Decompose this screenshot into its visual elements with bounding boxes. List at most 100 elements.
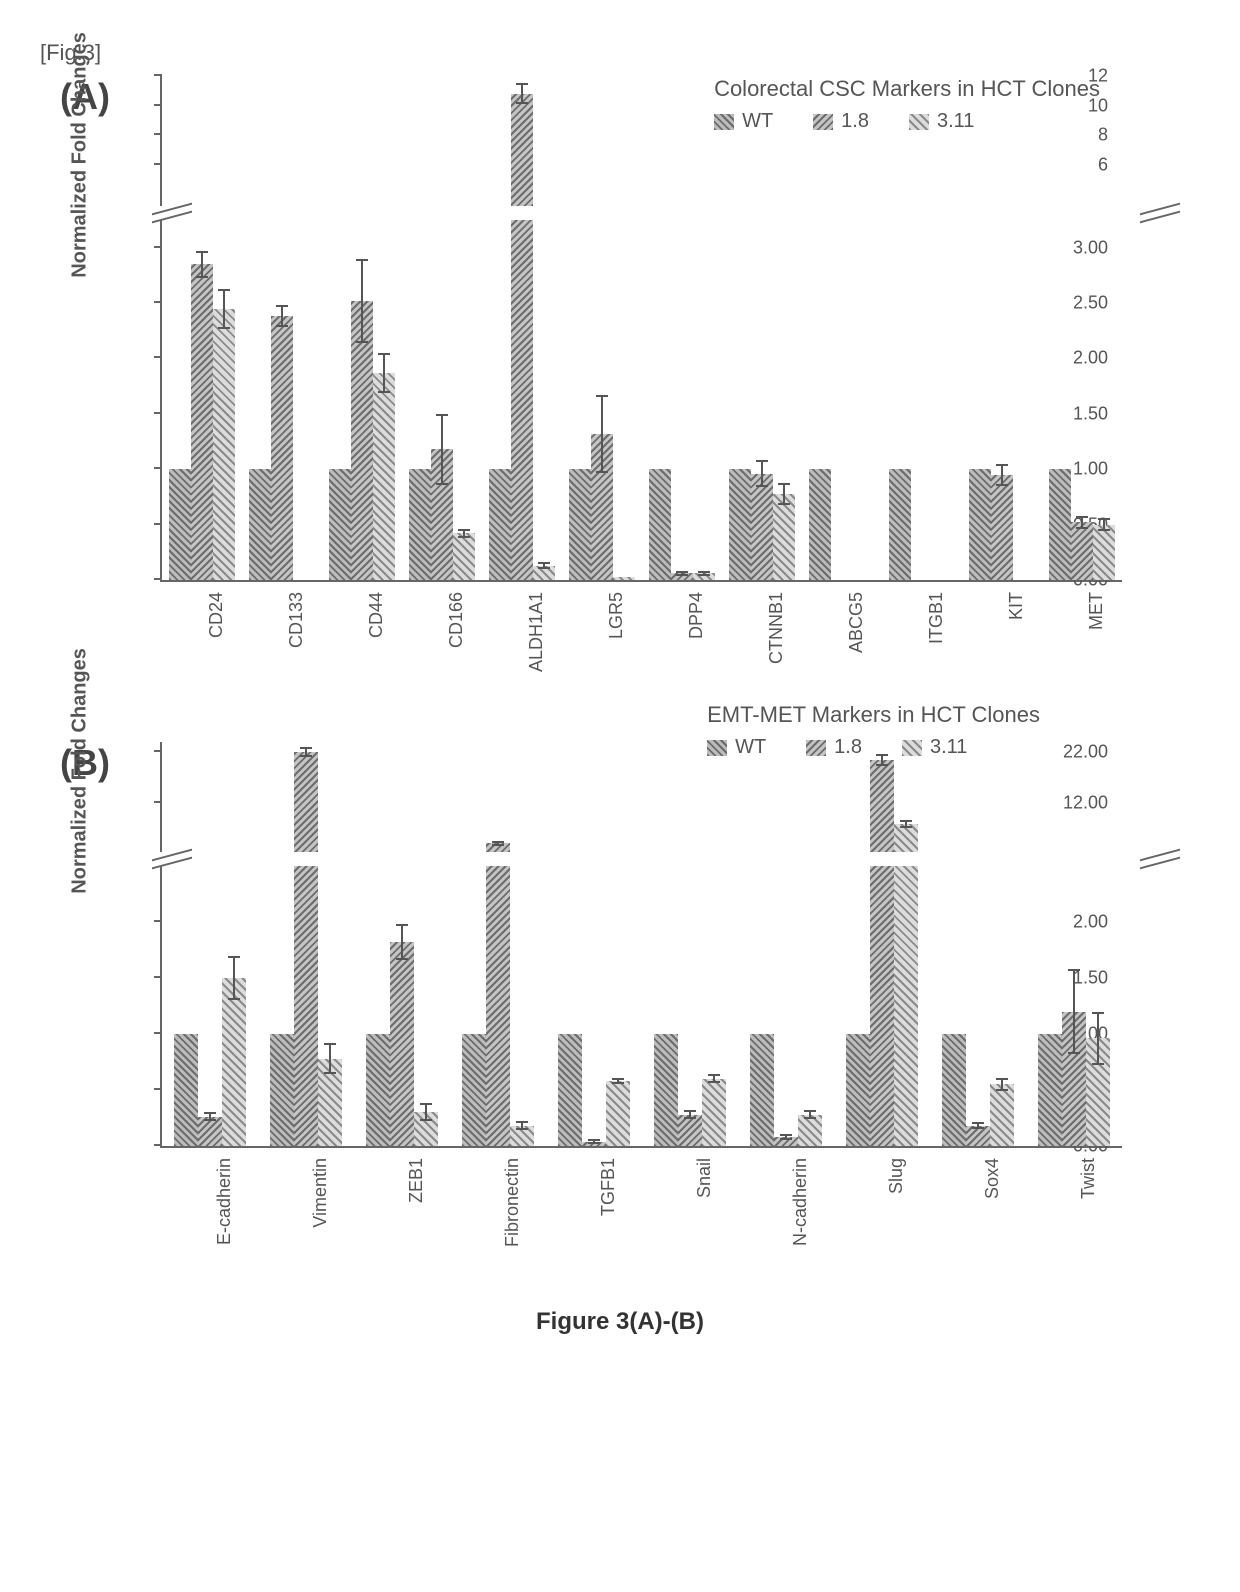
bar — [969, 469, 991, 580]
error-bar-icon — [401, 924, 403, 960]
bar — [558, 1034, 582, 1146]
y-tick — [154, 976, 162, 978]
bar — [270, 1034, 294, 1146]
error-bar-icon — [1001, 464, 1003, 486]
x-tick-label: Sox4 — [982, 1158, 1003, 1199]
x-tick-label: ABCG5 — [846, 592, 867, 653]
bar — [1049, 469, 1071, 580]
x-tick-label: CTNNB1 — [766, 592, 787, 664]
x-tick-label: Slug — [886, 1158, 907, 1194]
error-bar-icon — [977, 1122, 979, 1129]
y-tick — [154, 133, 162, 135]
error-bar-icon — [281, 305, 283, 327]
bar — [750, 1034, 774, 1146]
bar — [751, 474, 773, 580]
bar — [1093, 525, 1115, 580]
error-bar-icon — [785, 1134, 787, 1141]
error-bar-icon — [425, 1103, 427, 1121]
bar — [489, 469, 511, 580]
bar — [773, 494, 795, 580]
error-bar-icon — [521, 83, 523, 104]
y-tick — [154, 801, 162, 803]
y-tick — [154, 523, 162, 525]
x-tick-label: MET — [1086, 592, 1107, 630]
bar — [390, 942, 414, 1146]
error-bar-icon — [809, 1110, 811, 1119]
x-tick-label: TGFB1 — [598, 1158, 619, 1216]
bar — [894, 866, 918, 1146]
error-bar-icon — [521, 1121, 523, 1130]
error-bar-icon — [223, 289, 225, 329]
bar — [294, 752, 318, 852]
bar — [798, 1115, 822, 1146]
bar — [889, 469, 911, 580]
x-tick-label: Vimentin — [310, 1158, 331, 1228]
error-bar-icon — [543, 562, 545, 569]
panel-b-chart: Normalized Fold Changes EMT-MET Markers … — [160, 742, 1160, 1268]
bar — [846, 1034, 870, 1146]
error-bar-icon — [881, 754, 883, 766]
error-bar-icon — [305, 747, 307, 757]
bar — [169, 469, 191, 580]
error-bar-icon — [233, 956, 235, 1001]
panel-a-ylabel: Normalized Fold Changes — [69, 32, 92, 278]
y-tick — [154, 1032, 162, 1034]
bar — [174, 1034, 198, 1146]
y-tick — [154, 356, 162, 358]
x-tick-label: CD166 — [446, 592, 467, 648]
bar — [511, 94, 533, 206]
bar — [462, 1034, 486, 1146]
error-bar-icon — [201, 251, 203, 278]
x-tick-label: KIT — [1006, 592, 1027, 620]
x-tick-label: ZEB1 — [406, 1158, 427, 1203]
y-tick — [154, 920, 162, 922]
y-tick — [154, 104, 162, 106]
panel-a-chart: Normalized Fold Changes Colorectal CSC M… — [160, 76, 1160, 702]
bar — [271, 316, 293, 580]
bar — [222, 978, 246, 1146]
x-tick-label: ITGB1 — [926, 592, 947, 644]
error-bar-icon — [703, 571, 705, 575]
bar — [213, 309, 235, 580]
bar — [409, 469, 431, 580]
x-tick-label: ALDH1A1 — [526, 592, 547, 672]
bar — [606, 1081, 630, 1146]
bar — [870, 760, 894, 852]
bar — [809, 469, 831, 580]
error-bar-icon — [617, 1078, 619, 1085]
x-tick-label: CD44 — [366, 592, 387, 638]
bar — [729, 469, 751, 580]
bar — [191, 264, 213, 580]
bar — [511, 220, 533, 580]
bar — [654, 1034, 678, 1146]
y-tick — [154, 246, 162, 248]
x-tick-label: Twist — [1078, 1158, 1099, 1199]
axis-break-icon — [152, 852, 1160, 866]
error-bar-icon — [209, 1112, 211, 1121]
error-bar-icon — [383, 353, 385, 393]
bar — [1071, 522, 1093, 580]
bar — [942, 1034, 966, 1146]
error-bar-icon — [1001, 1078, 1003, 1091]
axis-break-icon — [152, 206, 1160, 220]
y-tick — [154, 467, 162, 469]
bar — [702, 1079, 726, 1146]
y-tick — [154, 301, 162, 303]
error-bar-icon — [761, 460, 763, 487]
error-bar-icon — [441, 414, 443, 485]
y-tick — [154, 750, 162, 752]
y-tick — [154, 1088, 162, 1090]
error-bar-icon — [1073, 969, 1075, 1054]
x-tick-label: CD24 — [206, 592, 227, 638]
error-bar-icon — [601, 395, 603, 473]
bar — [990, 1084, 1014, 1146]
panel-b: (B) Normalized Fold Changes EMT-MET Mark… — [40, 742, 1200, 1268]
x-tick-label: LGR5 — [606, 592, 627, 639]
error-bar-icon — [593, 1139, 595, 1143]
error-bar-icon — [681, 571, 683, 575]
bar — [1038, 1034, 1062, 1146]
error-bar-icon — [497, 841, 499, 846]
error-bar-icon — [329, 1043, 331, 1074]
x-tick-label: CD133 — [286, 592, 307, 648]
bar — [613, 577, 635, 580]
